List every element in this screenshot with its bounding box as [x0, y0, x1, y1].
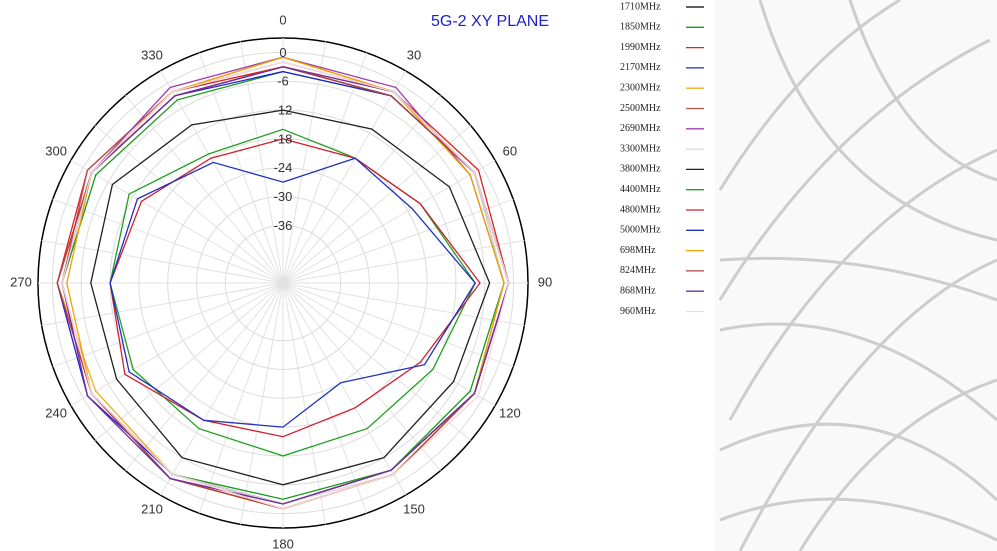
legend-label: 1850MHz	[620, 22, 661, 33]
r-tick-label: -24	[274, 160, 293, 175]
r-tick-label: -12	[274, 102, 293, 117]
series-line	[90, 109, 491, 486]
chart-title: 5G-2 XY PLANE	[431, 13, 549, 30]
legend-label: 2500MHz	[620, 103, 661, 114]
legend-label: 3300MHz	[620, 143, 661, 154]
spoke	[282, 282, 514, 368]
grid-ring	[51, 51, 515, 515]
angle-tick-label: 60	[503, 143, 517, 158]
spoke	[125, 282, 284, 472]
spoke	[282, 70, 406, 284]
legend-label: 1990MHz	[620, 42, 661, 53]
legend-label: 3800MHz	[620, 164, 661, 175]
angle-tick-label: 120	[499, 405, 521, 420]
legend-label: 5000MHz	[620, 225, 661, 236]
spoke	[52, 198, 284, 284]
r-tick-label: -6	[277, 74, 289, 89]
spoke	[282, 41, 327, 284]
r-tick-label: -36	[274, 218, 293, 233]
series-line	[109, 138, 481, 438]
spoke	[239, 282, 284, 525]
spoke	[282, 125, 472, 284]
angle-tick-label: 30	[407, 48, 421, 63]
spoke	[282, 282, 525, 327]
series-line	[61, 61, 510, 510]
angle-tick-label: 150	[403, 501, 425, 516]
spoke	[282, 282, 472, 441]
legend-label: 4400MHz	[620, 184, 661, 195]
angle-tick-label: 180	[272, 536, 294, 551]
r-tick-label: -30	[274, 189, 293, 204]
grid-ring	[167, 167, 399, 399]
legend-label: 960MHz	[620, 306, 656, 317]
grid-ring	[196, 196, 370, 370]
r-tick-label: 0	[279, 45, 286, 60]
legend-label: 698MHz	[620, 245, 656, 256]
spoke	[282, 282, 406, 496]
spoke	[70, 282, 284, 406]
legend-label: 868MHz	[620, 285, 656, 296]
background-photo	[715, 0, 997, 551]
spoke	[160, 282, 284, 496]
spoke	[160, 70, 284, 284]
series-line	[109, 157, 477, 428]
legend-label: 824MHz	[620, 265, 656, 276]
spoke	[41, 282, 284, 327]
angle-tick-label: 0	[279, 12, 286, 27]
legend-label: 1710MHz	[620, 1, 661, 12]
spoke	[282, 282, 441, 472]
legend-label: 2170MHz	[620, 62, 661, 73]
spoke	[282, 198, 514, 284]
angle-tick-label: 210	[141, 501, 163, 516]
spoke	[282, 282, 327, 525]
spoke	[70, 160, 284, 284]
spoke	[282, 239, 525, 284]
spoke	[282, 160, 496, 284]
spoke	[94, 125, 284, 284]
grid-ring	[224, 224, 342, 342]
angle-tick-label: 240	[45, 405, 67, 420]
spoke	[282, 282, 496, 406]
spoke	[125, 94, 284, 284]
legend-label: 2300MHz	[620, 82, 661, 93]
spoke	[52, 282, 284, 368]
spoke	[94, 282, 284, 441]
spoke	[282, 282, 368, 514]
legend-label: 2690MHz	[620, 123, 661, 134]
angle-tick-label: 330	[141, 48, 163, 63]
spoke	[239, 41, 284, 284]
spoke	[282, 94, 441, 284]
legend-label: 4800MHz	[620, 204, 661, 215]
legend: 1710MHz 1850MHz 1990MHz 2170MHz 2300MHz 2500M…	[620, 1, 704, 317]
angle-tick-label: 270	[10, 274, 32, 289]
angle-tick-label: 90	[538, 274, 552, 289]
spoke	[41, 239, 284, 284]
angle-tick-label: 300	[45, 143, 67, 158]
spoke	[198, 282, 284, 514]
r-tick-label: -18	[274, 131, 293, 146]
spoke	[198, 52, 284, 284]
